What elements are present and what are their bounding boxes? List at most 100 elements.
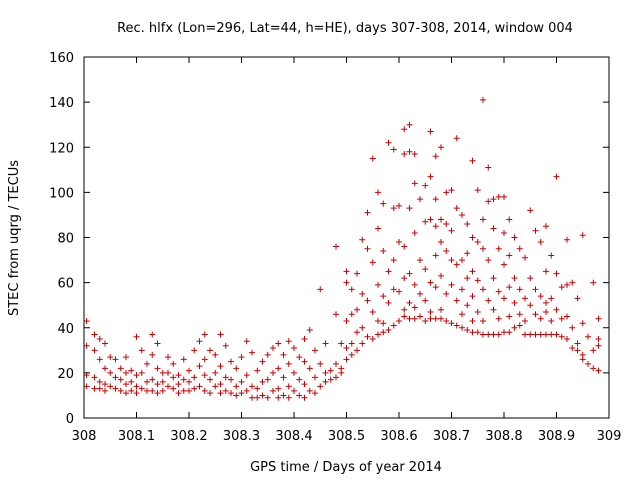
data-point: [301, 336, 308, 343]
data-point: [165, 383, 171, 390]
data-point: [149, 376, 156, 383]
data-point: [459, 257, 465, 264]
data-point: [453, 297, 460, 304]
data-point: [154, 381, 161, 388]
y-tick-label: 120: [49, 141, 74, 156]
data-point: [117, 376, 124, 383]
data-point: [443, 290, 450, 297]
data-point: [275, 385, 282, 392]
data-point: [564, 281, 570, 288]
data-point: [296, 376, 303, 383]
data-point: [180, 387, 187, 394]
data-point: [123, 354, 129, 361]
data-point: [275, 365, 282, 372]
data-point: [495, 315, 502, 322]
y-tick-label: 60: [57, 277, 74, 292]
data-point: [401, 313, 408, 320]
data-point: [201, 331, 208, 338]
data-point: [165, 354, 171, 361]
x-axis-label: GPS time / Days of year 2014: [250, 460, 442, 475]
data-point: [322, 340, 329, 347]
data-point: [144, 360, 150, 367]
data-point: [480, 286, 486, 293]
data-point: [201, 372, 208, 379]
data-point: [238, 390, 245, 397]
data-point: [417, 196, 423, 203]
data-point: [464, 302, 471, 309]
data-point: [154, 390, 161, 397]
x-tick-label: 308.5: [328, 429, 365, 444]
x-axis-ticks: 308 308.1 308.2 308.3 308.4 308.5 308.6 308.7 30…: [72, 57, 621, 444]
data-point: [354, 306, 360, 313]
data-point: [459, 324, 465, 331]
data-point: [564, 236, 570, 243]
data-point: [448, 227, 455, 234]
data-point: [432, 153, 439, 160]
data-point: [469, 268, 476, 275]
data-point: [490, 331, 497, 338]
data-point: [83, 317, 90, 324]
data-point: [144, 387, 150, 394]
y-tick-label: 20: [57, 367, 74, 382]
chart-title: Rec. hlfx (Lon=296, Lat=44, h=HE), days …: [117, 21, 573, 36]
data-point: [285, 338, 292, 345]
plot-frame: [83, 56, 610, 419]
data-point: [348, 351, 355, 358]
data-point: [364, 333, 371, 340]
data-point: [422, 297, 429, 304]
x-tick-label: 308.2: [170, 429, 207, 444]
data-point: [249, 394, 255, 401]
data-point: [91, 374, 98, 381]
data-point: [96, 356, 103, 363]
data-point: [375, 317, 381, 324]
data-point: [238, 354, 245, 361]
data-point: [83, 383, 90, 390]
data-point: [364, 209, 371, 216]
data-point: [175, 381, 182, 388]
data-point: [543, 331, 549, 338]
data-point: [207, 376, 213, 383]
data-point: [128, 378, 135, 385]
data-point: [396, 317, 402, 324]
data-point: [490, 225, 497, 232]
data-point: [432, 315, 439, 322]
data-point: [532, 286, 539, 293]
data-point: [553, 306, 560, 313]
data-point: [543, 223, 549, 230]
data-point: [249, 383, 255, 390]
data-point: [133, 383, 140, 390]
data-point: [553, 270, 560, 277]
data-point: [333, 243, 339, 250]
data-point: [154, 365, 161, 372]
data-point: [448, 281, 455, 288]
data-point: [548, 252, 555, 259]
data-point: [569, 279, 576, 286]
data-point: [532, 331, 539, 338]
data-point: [107, 369, 114, 376]
data-point: [380, 329, 387, 336]
data-point: [186, 387, 192, 394]
data-point: [385, 327, 392, 334]
data-point: [537, 239, 544, 246]
data-point: [411, 315, 418, 322]
data-point: [280, 374, 287, 381]
x-tick-label: 308.9: [538, 429, 575, 444]
data-point: [112, 374, 119, 381]
x-tick-label: 308.6: [380, 429, 417, 444]
data-point: [133, 372, 140, 379]
data-point: [296, 354, 303, 361]
data-point: [474, 308, 481, 315]
data-point: [543, 308, 549, 315]
data-point: [495, 193, 502, 200]
data-point: [175, 390, 182, 397]
data-point: [369, 259, 376, 266]
data-point: [527, 331, 534, 338]
data-point: [411, 229, 418, 236]
data-point: [375, 281, 381, 288]
data-point: [490, 306, 497, 313]
data-point: [495, 331, 502, 338]
data-point: [123, 381, 129, 388]
data-point: [558, 333, 565, 340]
data-point: [191, 347, 198, 354]
y-axis-label: STEC from uqrg / TECUs: [7, 160, 22, 316]
